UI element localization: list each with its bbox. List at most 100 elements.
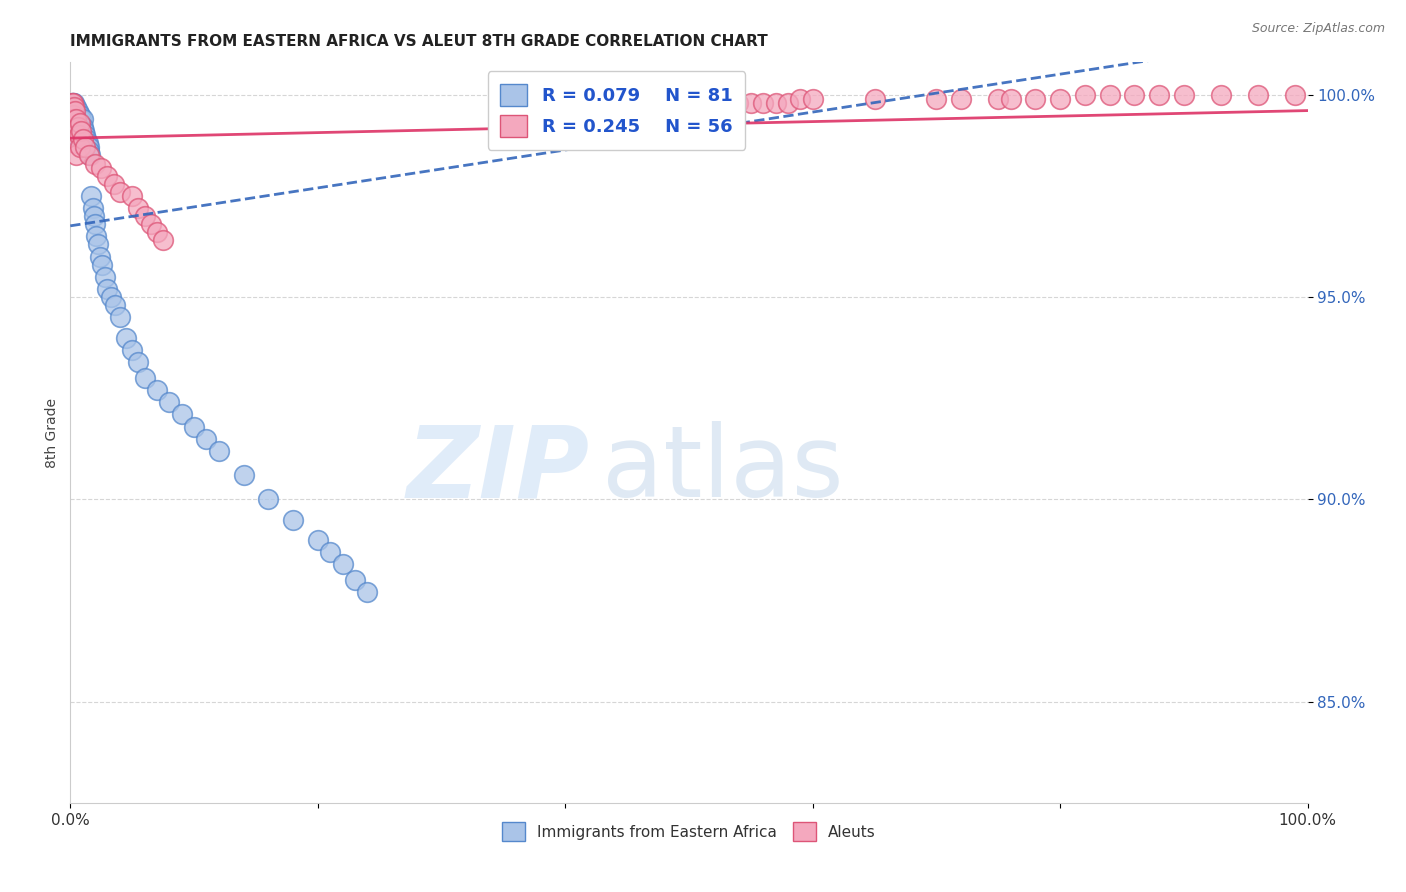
Point	[79, 148, 101, 162]
Point	[703, 95, 725, 110]
Point	[84, 229, 107, 244]
Point	[62, 112, 84, 126]
Point	[343, 574, 366, 588]
Y-axis label: 8th Grade: 8th Grade	[45, 398, 59, 467]
Point	[62, 120, 84, 135]
Point	[65, 100, 87, 114]
Point	[65, 103, 87, 118]
Point	[100, 290, 122, 304]
Point	[80, 189, 103, 203]
Point	[925, 92, 948, 106]
Point	[801, 92, 824, 106]
Text: Source: ZipAtlas.com: Source: ZipAtlas.com	[1251, 22, 1385, 36]
Point	[65, 136, 87, 151]
Point	[60, 100, 83, 114]
Point	[82, 201, 104, 215]
Point	[65, 100, 87, 114]
Point	[332, 557, 354, 571]
Point	[75, 136, 97, 151]
Point	[89, 250, 111, 264]
Point	[65, 112, 87, 126]
Point	[96, 282, 118, 296]
Point	[72, 120, 94, 135]
Point	[740, 95, 762, 110]
Point	[752, 95, 775, 110]
Point	[139, 217, 162, 231]
Point	[1024, 92, 1046, 106]
Point	[62, 95, 84, 110]
Point	[60, 120, 83, 135]
Point	[134, 209, 156, 223]
Point	[65, 108, 87, 122]
Point	[67, 116, 90, 130]
Point	[208, 443, 231, 458]
Text: ZIP: ZIP	[406, 421, 591, 518]
Point	[67, 108, 90, 122]
Point	[863, 92, 886, 106]
Point	[146, 383, 169, 397]
Point	[75, 132, 97, 146]
Point	[115, 330, 138, 344]
Point	[678, 103, 700, 118]
Point	[60, 112, 83, 126]
Point	[66, 120, 89, 135]
Point	[690, 100, 713, 114]
Point	[65, 103, 87, 118]
Point	[65, 112, 87, 126]
Point	[63, 95, 86, 110]
Point	[73, 124, 96, 138]
Point	[1098, 87, 1121, 102]
Point	[319, 545, 342, 559]
Point	[76, 136, 98, 151]
Point	[65, 124, 87, 138]
Point	[75, 140, 97, 154]
Point	[75, 128, 97, 143]
Point	[90, 161, 112, 175]
Point	[72, 112, 94, 126]
Point	[62, 95, 84, 110]
Point	[1173, 87, 1195, 102]
Point	[356, 585, 378, 599]
Point	[65, 116, 87, 130]
Point	[257, 492, 280, 507]
Point	[94, 269, 117, 284]
Point	[63, 100, 86, 114]
Point	[1123, 87, 1146, 102]
Text: IMMIGRANTS FROM EASTERN AFRICA VS ALEUT 8TH GRADE CORRELATION CHART: IMMIGRANTS FROM EASTERN AFRICA VS ALEUT …	[70, 34, 768, 49]
Point	[63, 103, 86, 118]
Point	[63, 112, 86, 126]
Point	[77, 148, 100, 162]
Legend: Immigrants from Eastern Africa, Aleuts: Immigrants from Eastern Africa, Aleuts	[496, 816, 882, 847]
Point	[170, 408, 193, 422]
Point	[66, 103, 89, 118]
Point	[1209, 87, 1232, 102]
Point	[195, 432, 218, 446]
Point	[765, 95, 787, 110]
Point	[134, 371, 156, 385]
Point	[60, 124, 83, 138]
Point	[152, 234, 174, 248]
Point	[62, 103, 84, 118]
Point	[69, 116, 91, 130]
Point	[1284, 87, 1306, 102]
Point	[108, 185, 131, 199]
Point	[121, 343, 143, 357]
Point	[1000, 92, 1022, 106]
Point	[60, 103, 83, 118]
Point	[63, 100, 86, 114]
Point	[77, 140, 100, 154]
Point	[127, 201, 149, 215]
Point	[1247, 87, 1270, 102]
Point	[70, 124, 93, 138]
Point	[65, 128, 87, 143]
Point	[157, 395, 180, 409]
Point	[91, 258, 114, 272]
Point	[950, 92, 973, 106]
Point	[60, 95, 83, 110]
Point	[70, 112, 93, 126]
Point	[83, 209, 105, 223]
Point	[67, 124, 90, 138]
Point	[307, 533, 329, 547]
Point	[987, 92, 1010, 106]
Point	[86, 237, 108, 252]
